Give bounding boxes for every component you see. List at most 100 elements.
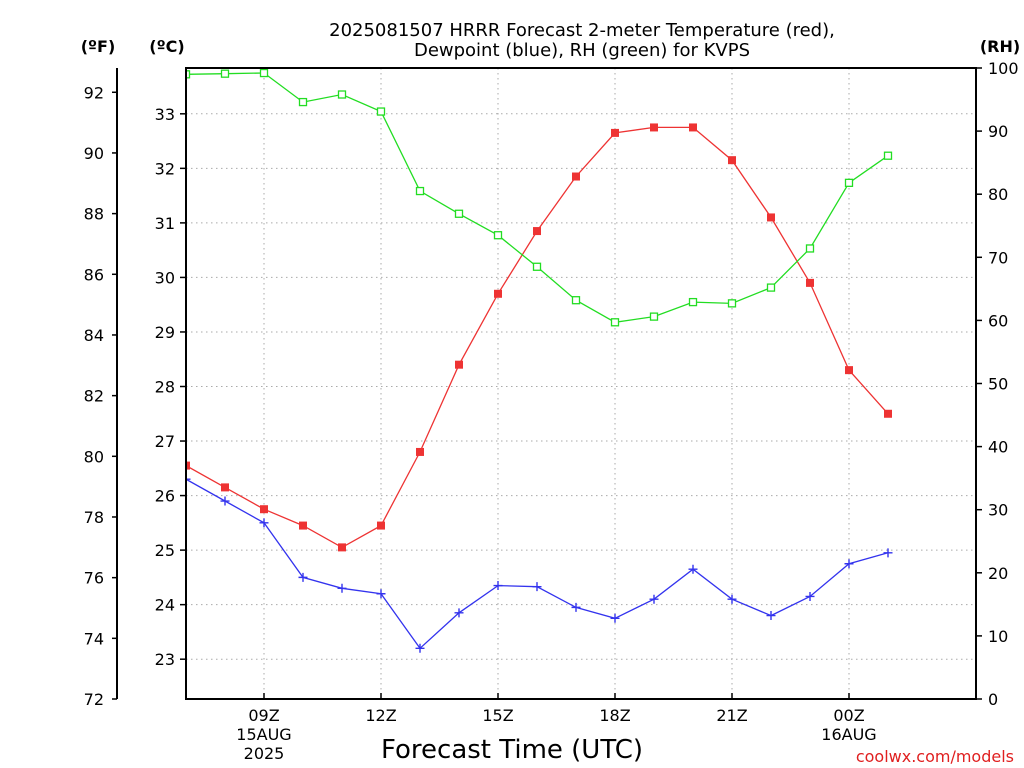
rh-point bbox=[220, 69, 230, 78]
temperature-point bbox=[455, 360, 463, 369]
celsius-tick-label: 27 bbox=[155, 432, 175, 451]
dewpoint-point bbox=[649, 594, 659, 604]
x-tick-label: 2025 bbox=[244, 744, 285, 763]
rh-tick-label: 60 bbox=[988, 311, 1008, 330]
source-credit: coolwx.com/models bbox=[856, 747, 1014, 766]
dewpoint-point bbox=[376, 589, 386, 599]
temperature-point bbox=[650, 123, 658, 132]
x-tick-label: 15AUG bbox=[236, 725, 291, 744]
dewpoint-point bbox=[259, 518, 269, 528]
rh-point bbox=[571, 296, 581, 305]
fahrenheit-tick-label: 92 bbox=[84, 83, 104, 102]
rh-point bbox=[727, 299, 737, 308]
rh-tick-label: 20 bbox=[988, 564, 1008, 583]
x-tick-label: 00Z bbox=[833, 706, 864, 725]
dewpoint-point bbox=[337, 583, 347, 593]
dewpoint-point bbox=[688, 564, 698, 574]
fahrenheit-tick-label: 76 bbox=[84, 569, 104, 588]
temperature-point bbox=[845, 366, 853, 375]
series-layer bbox=[186, 68, 893, 653]
rh-tick-label: 30 bbox=[988, 501, 1008, 520]
rh-tick-label: 100 bbox=[988, 59, 1019, 78]
dewpoint-point bbox=[454, 608, 464, 618]
rh-tick-label: 50 bbox=[988, 375, 1008, 394]
dewpoint-point bbox=[844, 559, 854, 569]
rh-point bbox=[883, 151, 893, 160]
temperature-point bbox=[221, 483, 229, 492]
rh-tick-label: 0 bbox=[988, 690, 998, 709]
rh-point bbox=[337, 90, 347, 99]
dewpoint-point bbox=[883, 548, 893, 558]
plot-area bbox=[186, 68, 893, 653]
rh-point bbox=[186, 70, 191, 79]
temperature-point bbox=[299, 521, 307, 530]
dewpoint-point bbox=[493, 581, 503, 591]
celsius-tick-label: 28 bbox=[155, 377, 175, 396]
rh-point bbox=[415, 186, 425, 196]
celsius-tick-label: 29 bbox=[155, 323, 175, 342]
rh-tick-label: 80 bbox=[988, 185, 1008, 204]
temperature-point bbox=[611, 128, 619, 137]
fahrenheit-tick-label: 90 bbox=[84, 144, 104, 163]
temperature-point bbox=[260, 505, 268, 514]
x-tick-label: 09Z bbox=[248, 706, 279, 725]
temperature-point bbox=[494, 289, 502, 298]
rh-point bbox=[376, 107, 386, 116]
dewpoint-point bbox=[610, 613, 620, 623]
temperature-point bbox=[572, 172, 580, 181]
celsius-tick-label: 32 bbox=[155, 159, 175, 178]
x-tick-label: 12Z bbox=[365, 706, 396, 725]
x-axis-label: Forecast Time (UTC) bbox=[381, 735, 643, 765]
temperature-point bbox=[338, 543, 346, 552]
temperature-line bbox=[186, 126, 889, 549]
axes: 72 74 76 78 80 82 84 86 88 90 92 23 24 25 26 27 28 29 30 31… bbox=[84, 59, 1019, 763]
fahrenheit-tick-label: 78 bbox=[84, 508, 104, 527]
rh-tick-label: 10 bbox=[988, 627, 1008, 646]
celsius-tick-label: 23 bbox=[155, 650, 175, 669]
dewpoint-line bbox=[186, 478, 889, 650]
temperature-point bbox=[767, 213, 775, 222]
rh-point bbox=[532, 262, 542, 271]
dewpoint-point bbox=[415, 643, 425, 653]
temperature-point bbox=[689, 123, 697, 132]
dewpoint-point bbox=[532, 582, 542, 592]
fahrenheit-tick-label: 86 bbox=[84, 265, 104, 284]
x-tick-label: 21Z bbox=[716, 706, 747, 725]
fahrenheit-tick-label: 74 bbox=[84, 629, 104, 648]
fahrenheit-tick-label: 82 bbox=[84, 387, 104, 406]
rh-point bbox=[259, 68, 269, 78]
celsius-tick-label: 24 bbox=[155, 596, 175, 615]
temperature-point bbox=[377, 521, 385, 530]
dewpoint-point bbox=[220, 496, 230, 506]
grid-lines bbox=[186, 68, 976, 699]
fahrenheit-tick-label: 72 bbox=[84, 690, 104, 709]
fahrenheit-tick-label: 84 bbox=[84, 326, 104, 345]
rh-tick-label: 90 bbox=[988, 122, 1008, 141]
dewpoint-point bbox=[805, 591, 815, 601]
rh-tick-label: 40 bbox=[988, 438, 1008, 457]
rh-point bbox=[493, 231, 503, 240]
temperature-point bbox=[728, 156, 736, 165]
fahrenheit-tick-label: 88 bbox=[84, 205, 104, 224]
temperature-point bbox=[806, 278, 814, 287]
rh-point bbox=[298, 97, 308, 107]
celsius-tick-label: 33 bbox=[155, 105, 175, 124]
rh-point bbox=[805, 244, 815, 253]
x-tick-label: 15Z bbox=[482, 706, 513, 725]
x-tick-label: 18Z bbox=[599, 706, 630, 725]
unit-label-fahrenheit: (ºF) bbox=[81, 37, 116, 56]
dewpoint-point bbox=[571, 602, 581, 612]
rh-point bbox=[766, 283, 776, 292]
temperature-point bbox=[533, 227, 541, 236]
temperature-point bbox=[416, 447, 424, 456]
dewpoint-point bbox=[186, 474, 191, 484]
temperature-point bbox=[884, 409, 892, 418]
dewpoint-point bbox=[298, 572, 308, 582]
rh-point bbox=[610, 318, 620, 327]
dewpoint-point bbox=[727, 594, 737, 604]
rh-tick-label: 70 bbox=[988, 248, 1008, 267]
dewpoint-point bbox=[766, 611, 776, 621]
chart-title-line-1: 2025081507 HRRR Forecast 2-meter Tempera… bbox=[329, 20, 835, 41]
chart-title-line-2: Dewpoint (blue), RH (green) for KVPS bbox=[414, 40, 750, 61]
